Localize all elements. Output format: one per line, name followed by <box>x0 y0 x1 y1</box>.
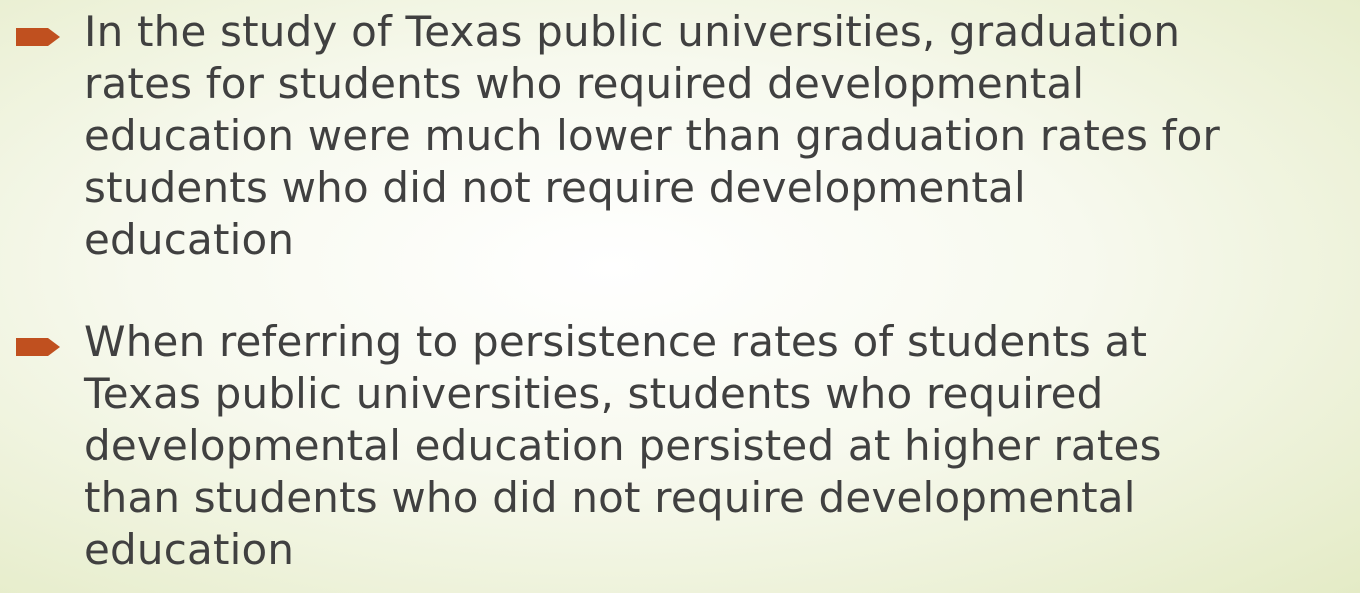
text-line: than students who did not require develo… <box>84 473 1136 522</box>
text-line: rates for students who required developm… <box>84 59 1085 108</box>
text-line: education <box>84 215 295 264</box>
text-line: In the study of Texas public universitie… <box>84 7 1181 56</box>
text-line: When referring to persistence rates of s… <box>84 317 1148 366</box>
text-line: education were much lower than graduatio… <box>84 111 1221 160</box>
bullet-arrow <box>16 338 60 356</box>
text-line: education <box>84 525 295 574</box>
text-line: developmental education persisted at hig… <box>84 421 1162 470</box>
text-line: students who did not require development… <box>84 163 1026 212</box>
text-line: Texas public universities, students who … <box>84 369 1104 418</box>
bullet-arrow <box>16 28 60 46</box>
